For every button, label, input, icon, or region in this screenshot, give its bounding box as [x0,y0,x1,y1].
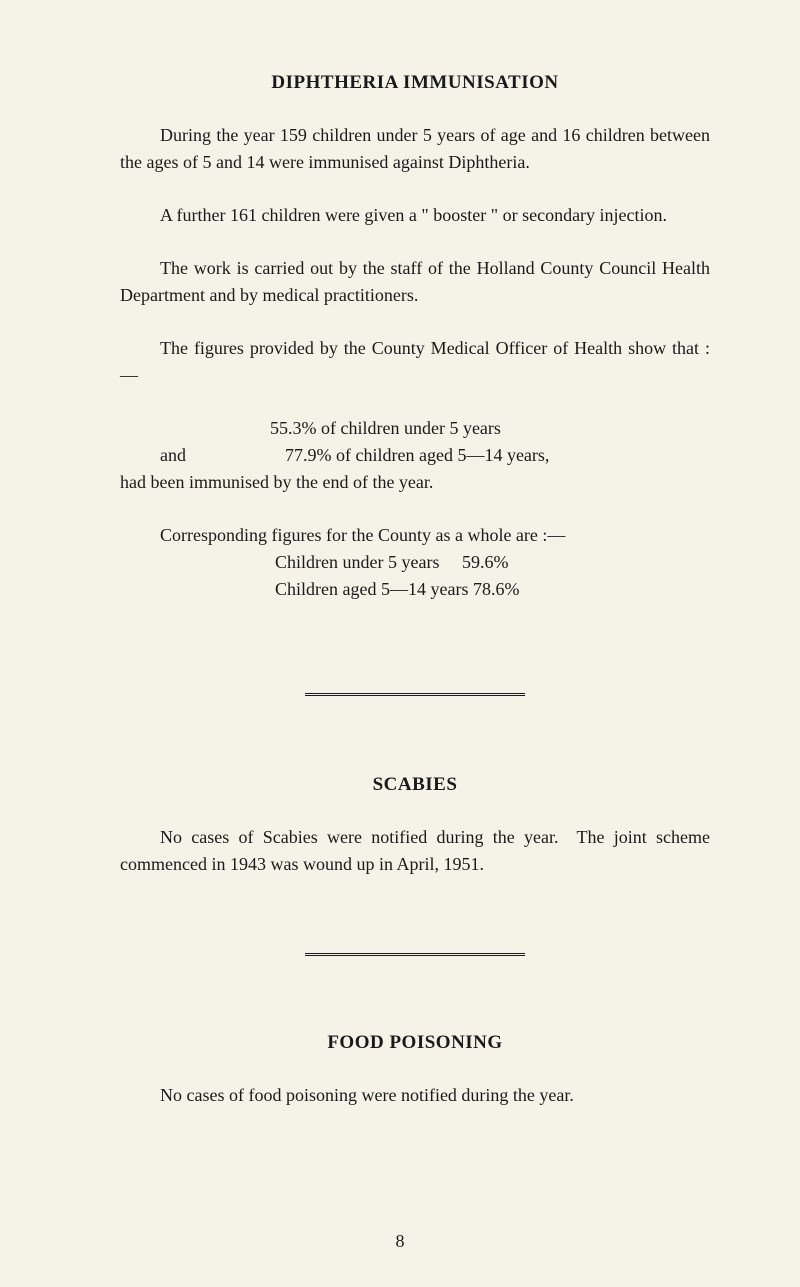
divider-2 [305,953,525,956]
para-scabies: No cases of Scabies were notified during… [120,824,710,878]
para-figures-intro: The figures provided by the County Medic… [120,335,710,389]
heading-diphtheria: DIPHTHERIA IMMUNISATION [120,72,710,94]
para-booster: A further 161 children were given a " bo… [120,202,710,229]
para-food-poisoning: No cases of food poisoning were notified… [120,1082,710,1109]
divider-1 [305,693,525,696]
stats-block: 55.3% of children under 5 years and 77.9… [120,415,710,496]
stat-aged-5-14: 77.9% of children aged 5—14 years, [285,442,549,469]
page-number: 8 [0,1231,800,1252]
section-diphtheria: DIPHTHERIA IMMUNISATION During the year … [120,72,710,603]
para-intro-1: During the year 159 children under 5 yea… [120,122,710,176]
stat-aged-5-14-row: and 77.9% of children aged 5—14 years, [120,442,710,469]
section-food-poisoning: FOOD POISONING No cases of food poisonin… [120,1032,710,1109]
county-block: Corresponding figures for the County as … [120,522,710,603]
heading-food-poisoning: FOOD POISONING [120,1032,710,1054]
stat-under-5: 55.3% of children under 5 years [120,415,710,442]
para-work: The work is carried out by the staff of … [120,255,710,309]
county-stat-under-5: Children under 5 years 59.6% [120,549,710,576]
county-intro: Corresponding figures for the County as … [120,522,710,549]
stat-close: had been immunised by the end of the yea… [120,469,710,496]
section-scabies: SCABIES No cases of Scabies were notifie… [120,774,710,878]
county-stat-5-14: Children aged 5—14 years 78.6% [120,576,710,603]
heading-scabies: SCABIES [120,774,710,796]
and-label: and [120,442,285,469]
